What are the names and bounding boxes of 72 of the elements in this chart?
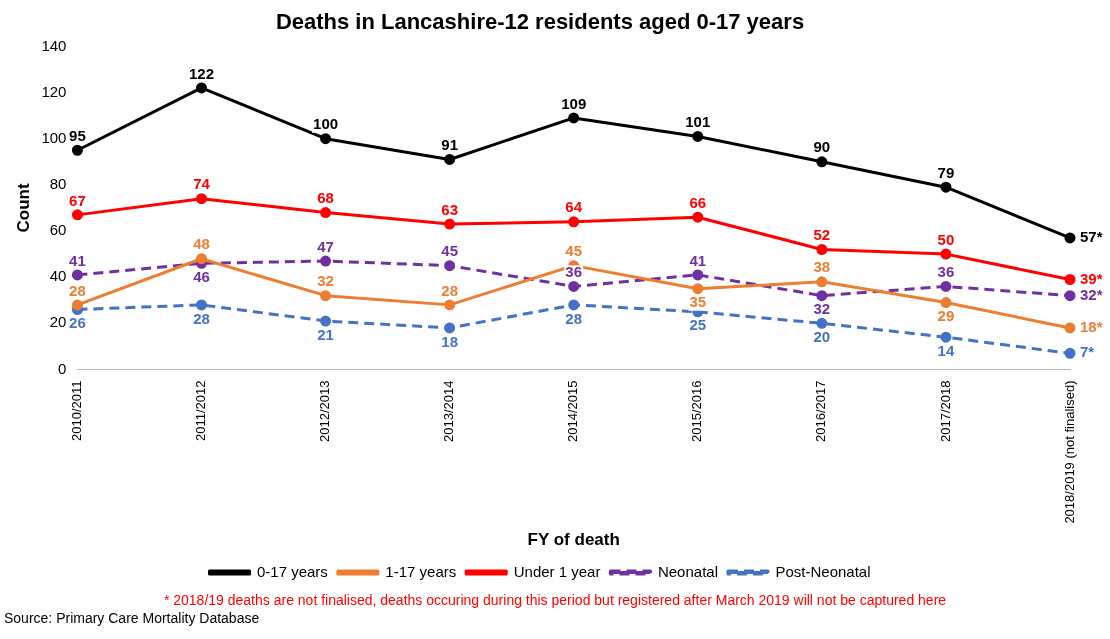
- data-label: 79: [937, 163, 955, 181]
- y-tick-label: 80: [49, 175, 67, 193]
- data-label: 50: [937, 230, 955, 248]
- data-label: 32: [317, 272, 334, 290]
- data-label: 25: [689, 316, 707, 334]
- data-label: 46: [193, 267, 210, 285]
- data-label: 36: [937, 263, 955, 281]
- data-label: 18: [441, 332, 458, 350]
- data-label: 48: [193, 235, 210, 253]
- chart-title: Deaths in Lancashire-12 residents aged 0-17 years: [275, 9, 805, 35]
- data-label: 26: [69, 314, 86, 332]
- y-tick-label: 120: [41, 82, 67, 100]
- y-tick-label: 60: [49, 221, 67, 239]
- data-label: 35: [689, 293, 707, 311]
- x-tick-label: 2013/2014: [441, 380, 457, 442]
- data-label: 36: [565, 263, 583, 281]
- data-label: 41: [69, 251, 86, 269]
- data-label: 64: [565, 198, 583, 216]
- y-tick-label: 140: [41, 36, 67, 54]
- data-label: 18*: [1080, 318, 1103, 336]
- legend-label: 1-17 years: [385, 562, 457, 580]
- data-label: 109: [561, 94, 587, 112]
- text: * 2018/19 deaths are not finalised, deaths occuring during this period but registered after March 2019 will not be captured here: [162, 592, 948, 608]
- x-tick-label: 2014/2015: [565, 380, 581, 442]
- data-label: 63: [441, 200, 458, 218]
- source-note: Source: Primary Care Mortality Database: [4, 610, 261, 626]
- data-label: 91: [441, 136, 458, 154]
- data-label: 68: [317, 189, 334, 207]
- y-tick-label: 40: [49, 267, 67, 285]
- data-label: 20: [813, 327, 831, 345]
- data-label: 66: [689, 193, 707, 211]
- data-label: 52: [813, 226, 831, 244]
- data-label: 122: [188, 64, 215, 82]
- data-label: 29: [937, 307, 955, 325]
- data-label: 95: [69, 126, 86, 144]
- data-label: 41: [689, 251, 707, 269]
- data-label: 45: [441, 242, 458, 260]
- data-label: 101: [685, 113, 711, 131]
- x-tick-label: 2016/2017: [813, 380, 829, 442]
- x-tick-label: 2017/2018: [937, 380, 953, 442]
- x-tick-label: 2010/2011: [69, 380, 84, 441]
- data-label: 7*: [1080, 343, 1095, 361]
- data-label: 100: [313, 115, 339, 133]
- data-label: 28: [193, 309, 210, 327]
- y-axis-title: Count: [13, 183, 33, 233]
- data-label: 28: [69, 281, 86, 299]
- x-tick-label: 2015/2016: [689, 380, 705, 442]
- data-label: 38: [813, 258, 831, 276]
- data-label: 90: [813, 138, 831, 156]
- legend-label: Neonatal: [657, 562, 718, 580]
- legend-label: Under 1 year: [513, 562, 601, 580]
- y-tick-label: 0: [58, 359, 67, 377]
- data-label: 45: [565, 242, 583, 260]
- x-tick-label: 2018/2019 (not finalised): [1061, 380, 1077, 524]
- data-label: 39*: [1080, 269, 1103, 287]
- data-label: 67: [69, 191, 86, 209]
- data-label: 47: [317, 237, 334, 255]
- y-tick-label: 100: [41, 128, 67, 146]
- data-label: 14: [937, 341, 955, 359]
- y-tick-label: 20: [49, 313, 67, 331]
- data-label: 21: [317, 325, 334, 343]
- x-axis-title: FY of death: [527, 530, 620, 550]
- data-label: 28: [565, 309, 583, 327]
- x-tick-label: 2011/2012: [193, 380, 209, 441]
- legend-label: 0-17 years: [256, 562, 328, 580]
- legend-label: Post-Neonatal: [775, 562, 871, 580]
- x-tick-label: 2012/2013: [317, 380, 333, 442]
- data-label: 74: [193, 175, 211, 193]
- data-label: 28: [441, 281, 458, 299]
- data-label: 32*: [1080, 285, 1103, 303]
- data-label: 57*: [1080, 228, 1103, 246]
- data-label: 32: [813, 300, 831, 318]
